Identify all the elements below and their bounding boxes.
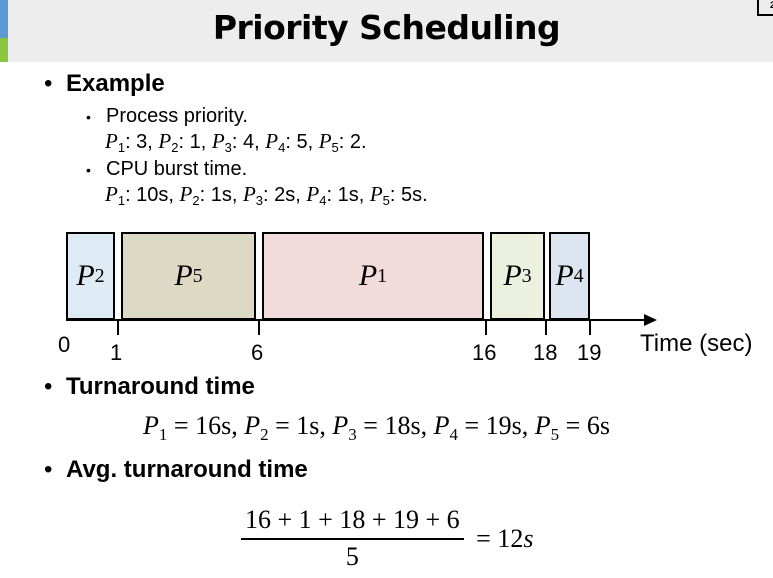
turnaround-value: 16s [195,411,232,440]
turnaround-value: 1s [296,411,320,440]
burst-item: P3: 2s, [242,182,307,208]
fraction-denominator: 5 [241,538,464,572]
tick-1 [117,319,119,335]
priority-bullet: • Process priority. [86,105,248,128]
priority-label: Process priority. [106,105,248,127]
tick-16 [485,319,487,335]
fraction-result: = 12s [476,523,534,553]
average-fraction: 16 + 1 + 18 + 19 + 6 5 = 12s [241,505,533,572]
bullet-icon: • [44,70,53,97]
turnaround-value: 19s [485,411,522,440]
time-label-1: 1 [110,340,123,365]
burst-item: P2: 1s, [179,182,243,208]
slide-title: Priority Scheduling [212,8,561,47]
bullet-icon: • [44,373,53,400]
average-bullet: • Avg. turnaround time [44,456,308,484]
accent-stripe-blue [0,0,8,38]
burst-bullet: • CPU burst time. [86,158,247,181]
priority-item: P3: 4, [211,129,266,155]
turnaround-value: 18s [384,411,421,440]
burst-item: P1: 10s, [105,182,180,208]
priority-item: P4: 5, [265,129,319,155]
time-label-19: 19 [577,340,602,365]
bullet-icon: • [86,161,91,178]
priority-item: P2: 1, [158,129,212,155]
burst-item: P4: 1s, [306,182,370,208]
turnaround-bullet: • Turnaround time [44,373,255,401]
tick-18 [545,319,547,335]
bullet-icon: • [86,108,91,125]
turnaround-value: 6s [586,411,610,440]
time-label-16: 16 [472,340,497,365]
priority-item: P5: 2. [318,129,367,155]
burst-label: CPU burst time. [106,158,248,180]
turnaround-formula: P1 = 16s, P2 = 1s, P3 = 18s, P4 = 19s, P… [143,411,610,444]
example-heading: Example [66,70,165,97]
page-number: 2 [757,0,773,16]
burst-item: P5: 5s. [369,182,428,208]
time-axis [66,319,648,321]
time-label-18: 18 [533,340,558,365]
tick-6 [258,319,260,335]
tick-19 [589,319,591,335]
axis-arrow-icon [644,314,657,326]
axis-label: Time (sec) [640,330,753,357]
burst-values: P1: 10s, P2: 1s, P3: 2s, P4: 1s, P5: 5s. [105,182,428,207]
title-bar [0,0,773,62]
average-heading: Avg. turnaround time [66,456,308,483]
priority-item: P1: 3, [105,129,159,155]
bullet-icon: • [44,456,53,483]
time-label-6: 6 [251,340,264,365]
fraction-numerator: 16 + 1 + 18 + 19 + 6 [245,505,460,534]
accent-stripe-green [0,38,8,62]
example-bullet: • Example [44,70,165,98]
time-label-0: 0 [58,332,71,357]
turnaround-heading: Turnaround time [66,373,255,400]
priority-values: P1: 3, P2: 1, P3: 4, P4: 5, P5: 2. [105,129,367,154]
